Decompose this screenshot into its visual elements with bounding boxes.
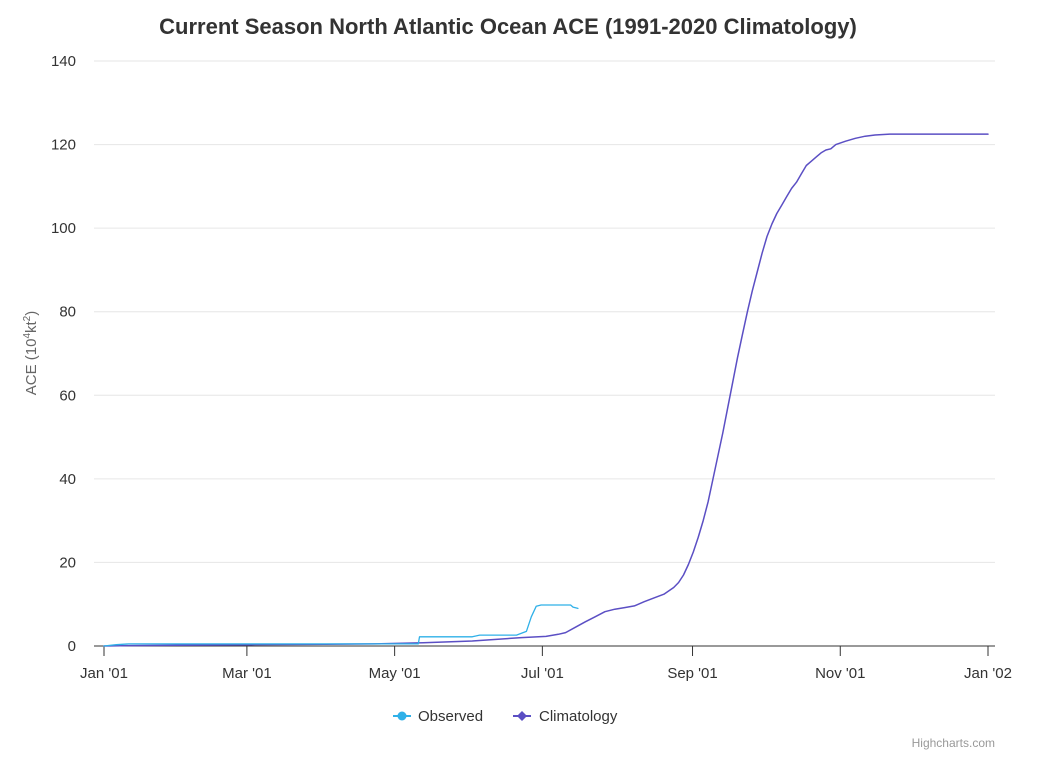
x-tick-label: May '01 bbox=[369, 665, 421, 682]
y-tick-label: 80 bbox=[59, 304, 76, 321]
legend: Observed Climatology bbox=[393, 708, 618, 725]
chart-title: Current Season North Atlantic Ocean ACE … bbox=[159, 14, 857, 39]
x-tick-label: Sep '01 bbox=[667, 665, 717, 682]
y-axis-tick-labels: 0 20 40 60 80 100 120 140 bbox=[51, 53, 76, 655]
y-tick-label: 120 bbox=[51, 137, 76, 154]
legend-marker-climatology bbox=[517, 711, 527, 721]
y-tick-label: 20 bbox=[59, 554, 76, 571]
x-tick-label: Jul '01 bbox=[521, 665, 564, 682]
y-tick-label: 60 bbox=[59, 387, 76, 404]
x-tick-label: Jan '01 bbox=[80, 665, 128, 682]
series-line-observed[interactable] bbox=[103, 604, 579, 647]
y-tick-label: 0 bbox=[68, 638, 76, 655]
credits-link[interactable]: Highcharts.com bbox=[912, 736, 995, 750]
y-tick-label: 140 bbox=[51, 53, 76, 70]
grid-lines bbox=[94, 60, 995, 563]
legend-marker-observed bbox=[397, 711, 407, 721]
y-tick-label: 100 bbox=[51, 220, 76, 237]
y-tick-label: 40 bbox=[59, 471, 76, 488]
series-line-climatology[interactable] bbox=[103, 133, 989, 647]
legend-label-climatology: Climatology bbox=[539, 708, 618, 725]
legend-item-climatology[interactable]: Climatology bbox=[513, 708, 618, 725]
series-layer bbox=[103, 133, 989, 647]
x-axis: Jan '01 Mar '01 May '01 Jul '01 Sep '01 Nov '… bbox=[80, 645, 1012, 682]
y-axis-label: ACE (104kt2) bbox=[22, 311, 40, 396]
legend-label-observed: Observed bbox=[418, 708, 483, 725]
x-tick-label: Nov '01 bbox=[815, 665, 865, 682]
x-tick-label: Mar '01 bbox=[222, 665, 272, 682]
legend-item-observed[interactable]: Observed bbox=[393, 708, 483, 725]
x-tick-label: Jan '02 bbox=[964, 665, 1012, 682]
